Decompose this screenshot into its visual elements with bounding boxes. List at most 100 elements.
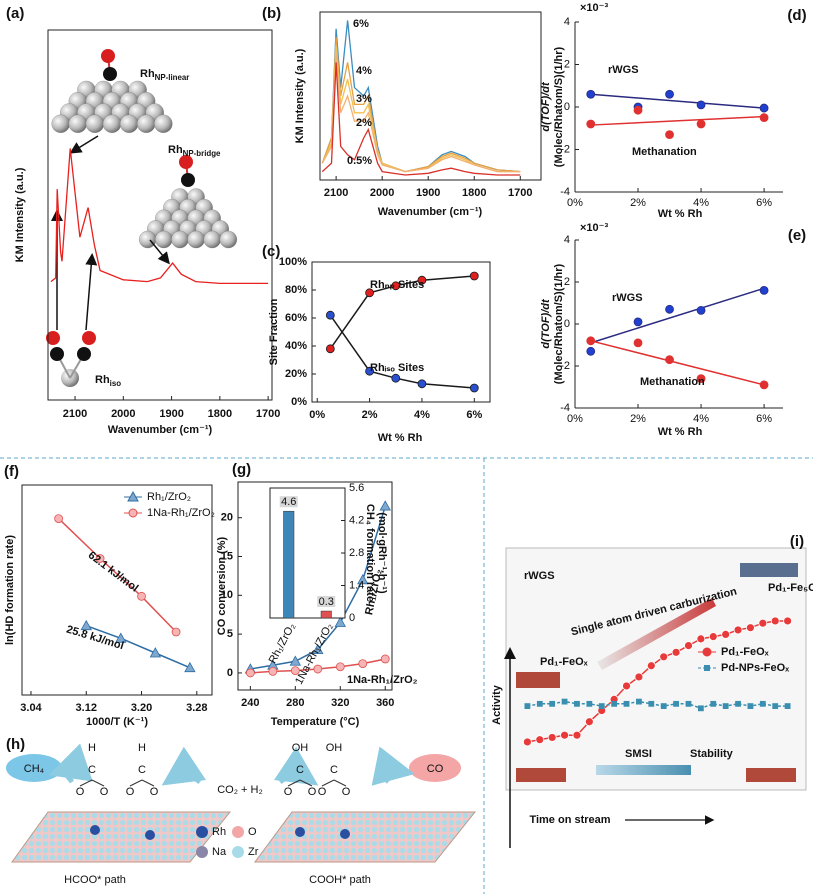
product: CH₄ — [24, 763, 45, 775]
atom-label: H — [138, 742, 146, 754]
marker — [547, 733, 557, 742]
carburization-arrow — [597, 598, 716, 670]
marker — [783, 616, 793, 626]
atom-label: OH — [292, 742, 309, 754]
x-tick-label: 4% — [414, 409, 430, 421]
marker — [536, 700, 543, 707]
y-axis-label: d(TOF)/dt — [540, 81, 552, 132]
marker — [733, 625, 743, 635]
pointer-arrow — [149, 239, 170, 265]
marker — [137, 591, 146, 601]
atom-label: O — [150, 786, 159, 798]
product-cloud — [409, 754, 461, 782]
marker — [633, 338, 643, 348]
y-axis-label: d(TOF)/dt — [540, 298, 552, 349]
marker — [665, 89, 674, 99]
marker — [623, 700, 630, 707]
legend-label: Rh — [212, 826, 226, 838]
marker — [660, 703, 667, 709]
x-tick-label: 3.12 — [76, 702, 97, 714]
panel-label: (b) — [262, 5, 281, 22]
marker — [611, 700, 618, 707]
series-label: Rhᵢₛₒ Sites — [370, 362, 424, 374]
atom-label: O — [76, 786, 85, 798]
marker — [171, 627, 181, 637]
x-tick-label: 2% — [630, 197, 646, 209]
carbon-atom — [77, 347, 91, 361]
marker — [586, 346, 596, 356]
marker — [80, 619, 92, 631]
catalyst-block — [516, 768, 566, 782]
panel-label: (e) — [788, 227, 806, 244]
x-tick-label: 240 — [241, 697, 259, 709]
marker — [746, 623, 755, 633]
marker — [696, 100, 706, 110]
marker — [584, 717, 594, 727]
marker — [747, 703, 754, 709]
y-tick-label: 2.8 — [349, 547, 364, 559]
bond — [333, 779, 347, 787]
marker — [379, 500, 391, 511]
y-axis-label: CO conversion (%) — [216, 536, 228, 635]
series-line — [50, 148, 269, 285]
x-axis-label: 1000/T (K⁻¹) — [86, 716, 148, 728]
bar — [320, 610, 332, 619]
marker — [759, 285, 769, 295]
oxygen-atom — [101, 49, 115, 63]
product: CO — [427, 763, 444, 775]
rh-atom — [340, 829, 350, 839]
annotation-main: Rh — [168, 144, 183, 156]
x-axis-label: Wt % Rh — [658, 208, 703, 220]
atom-label: C — [88, 764, 96, 776]
marker — [184, 661, 196, 673]
x-tick-label: Rh₁/ZrO₂ — [267, 621, 298, 666]
series-line — [329, 314, 475, 389]
marker — [735, 700, 741, 707]
metal-atom — [171, 230, 189, 249]
marker — [759, 700, 766, 707]
marker — [127, 490, 139, 502]
bond — [79, 779, 93, 787]
value-label-box — [279, 496, 298, 508]
metal-atom — [187, 230, 205, 249]
x-tick-label: 0% — [309, 409, 325, 421]
annotation: 25.8 kJ/mol — [65, 623, 125, 652]
x-tick-label: 1800 — [208, 408, 232, 420]
marker — [770, 616, 780, 626]
x-tick-label: 3.04 — [20, 702, 42, 714]
y-tick-label: 10 — [221, 589, 233, 601]
series-line — [58, 518, 177, 633]
bar — [283, 510, 295, 619]
oxygen-atom — [46, 331, 60, 345]
series-line — [527, 700, 788, 710]
y-tick-label: 0 — [564, 318, 570, 330]
marker — [524, 703, 531, 709]
x-tick-label: 2000 — [370, 187, 394, 199]
marker — [128, 508, 138, 518]
marker — [380, 654, 390, 664]
x-tick-label: 1800 — [462, 187, 486, 199]
legend-label: Pd₁-FeOₓ — [721, 646, 770, 658]
plot-frame — [21, 484, 213, 696]
x-tick-label: 2100 — [63, 408, 87, 420]
series-label: rWGS — [612, 292, 643, 304]
trend-line — [590, 287, 765, 344]
legend-atom — [232, 846, 244, 858]
marker — [561, 698, 568, 705]
marker — [149, 647, 162, 658]
product-cloud — [6, 754, 62, 782]
x-tick-label: 320 — [331, 697, 349, 709]
metal-atom — [137, 114, 156, 133]
x-tick-label: 6% — [756, 197, 772, 209]
y-axis-label: KM Intensity (a.u.) — [14, 167, 26, 262]
y-tick-label: 40% — [285, 340, 307, 352]
x-tick-label: 1900 — [159, 408, 183, 420]
series-label: Methanation — [632, 146, 697, 158]
value-label-box — [317, 596, 336, 608]
panel-label: (c) — [262, 243, 280, 260]
x-tick-label: 0% — [567, 197, 583, 209]
x-tick-label: 6% — [466, 409, 482, 421]
y-scale-label: ×10⁻³ — [580, 2, 608, 14]
y-tick-label: 100% — [279, 256, 307, 268]
